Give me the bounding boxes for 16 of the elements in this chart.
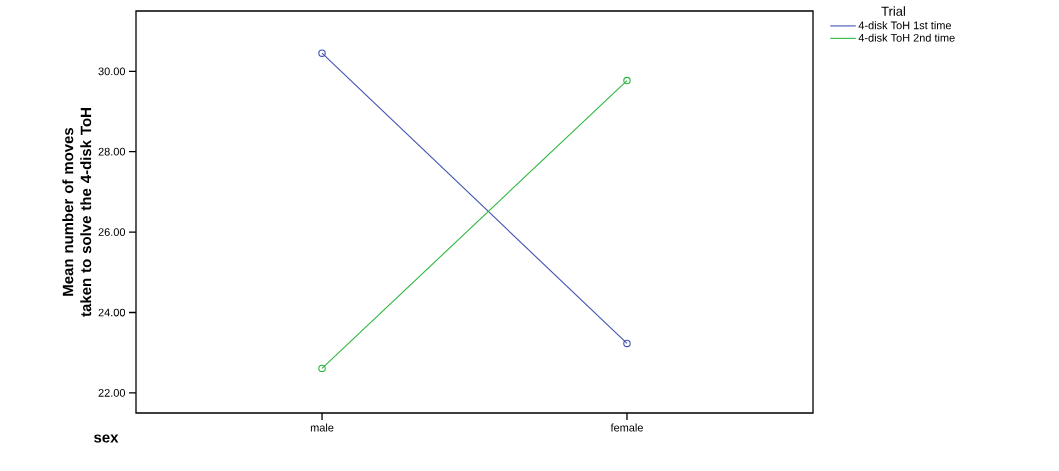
x-tick-label: female — [610, 423, 643, 432]
y-tick-label: 22.00 — [98, 389, 126, 397]
y-tick-label: 30.00 — [98, 67, 126, 76]
point — [318, 49, 326, 57]
point — [623, 76, 631, 85]
y-tick-label: 24.00 — [98, 308, 126, 317]
point — [623, 339, 631, 348]
x-axis-title: sex — [94, 434, 119, 443]
x-tick-label: male — [310, 423, 334, 432]
y-tick-label: 26.00 — [98, 228, 126, 236]
point — [318, 364, 326, 373]
legend-title: Trial — [881, 6, 905, 16]
y-tick-label: 28.00 — [98, 147, 126, 156]
legend-label: 4-disk ToH 1st time — [858, 21, 952, 30]
legend-label: 4-disk ToH 2nd time — [858, 33, 955, 42]
y-axis-title: Mean number of moves taken to solve the 4-disk ToH — [62, 108, 92, 317]
